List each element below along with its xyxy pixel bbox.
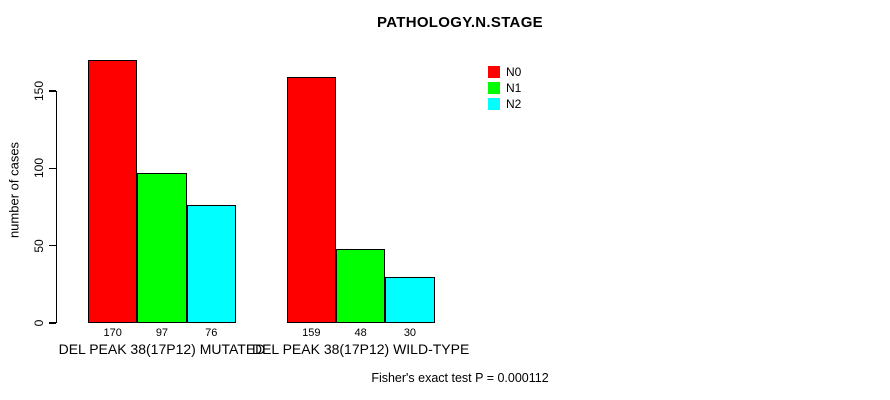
bar-value-label: 159 [302,327,321,339]
y-tick-label: 150 [32,80,46,102]
legend-swatch-icon [488,66,500,78]
bar-value-label: 97 [155,327,169,339]
bar-value-label: 30 [403,327,417,339]
legend-item-n0: N0 [488,64,521,80]
legend-label: N2 [506,97,522,111]
bar-value-label: 48 [354,327,367,339]
bar-n2-group1 [186,205,236,323]
legend-swatch-icon [488,98,500,110]
legend-item-n1: N1 [488,80,521,96]
y-tick-mark [49,322,56,324]
bar-value-label: 76 [205,327,218,339]
legend: N0 N1 N2 [488,64,521,112]
chart-title: PATHOLOGY.N.STAGE [377,14,543,31]
y-axis-line [55,91,57,323]
y-tick-mark [49,167,56,170]
y-tick-label: 50 [32,238,46,253]
bar-n1-group2 [336,248,386,323]
legend-item-n2: N2 [488,96,521,112]
legend-label: N0 [506,65,522,79]
bar-n2-group2 [385,276,435,323]
group-label: DEL PEAK 38(17P12) WILD-TYPE [251,341,470,357]
y-tick-label: 100 [32,158,46,179]
bar-n1-group1 [137,172,187,323]
group-label: DEL PEAK 38(17P12) MUTATED [58,341,266,357]
y-axis-label: number of cases [6,141,22,239]
legend-label: N1 [506,81,522,95]
y-tick-label: 0 [32,319,46,327]
bar-value-label: 170 [103,327,122,339]
legend-swatch-icon [488,82,500,94]
fisher-test-annotation: Fisher's exact test P = 0.000112 [371,371,549,385]
y-tick-mark [49,90,56,92]
bar-n0-group1 [88,60,138,323]
bar-n0-group2 [286,77,336,323]
y-tick-mark [49,244,56,247]
